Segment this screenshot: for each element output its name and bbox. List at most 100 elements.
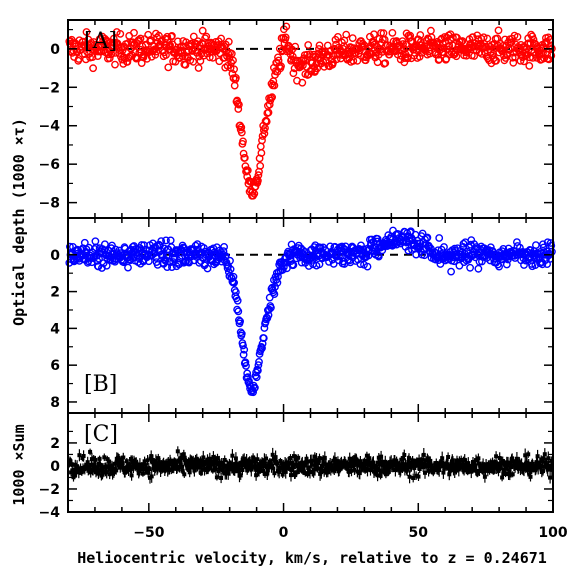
y-tick-label: −8 — [39, 196, 60, 212]
data-point — [210, 468, 215, 473]
y-tick-label: −2 — [39, 482, 60, 498]
data-point — [502, 260, 511, 269]
data-point — [282, 264, 291, 273]
data-point — [270, 463, 275, 468]
data-point — [283, 469, 288, 474]
data-point — [482, 465, 487, 469]
data-point — [258, 136, 266, 145]
data-point — [374, 252, 383, 261]
data-point — [92, 464, 97, 469]
data-point — [314, 457, 319, 462]
data-point — [254, 171, 263, 180]
data-point — [453, 464, 458, 469]
data-point — [116, 30, 125, 38]
data-point — [405, 467, 410, 472]
data-point — [333, 33, 342, 41]
data-point — [253, 176, 262, 185]
data-point — [428, 458, 433, 463]
y-tick-label: −4 — [39, 505, 61, 521]
data-point — [499, 461, 504, 466]
data-point — [256, 142, 265, 151]
data-point — [120, 461, 125, 466]
panel-label-c: [C] — [84, 422, 118, 447]
data-point — [99, 36, 108, 45]
data-point — [186, 460, 191, 465]
data-point — [349, 57, 358, 65]
data-point — [243, 166, 252, 175]
data-point — [230, 65, 239, 74]
data-point — [92, 462, 97, 467]
data-point — [298, 246, 307, 255]
data-point — [461, 465, 465, 470]
data-point — [317, 456, 322, 461]
data-point — [273, 455, 278, 460]
data-point — [519, 462, 524, 467]
data-point — [110, 464, 114, 469]
data-point — [242, 361, 250, 370]
data-point — [281, 464, 286, 469]
data-point — [68, 459, 73, 464]
data-point — [532, 241, 540, 250]
data-point — [136, 34, 145, 43]
data-point — [440, 456, 445, 461]
y-tick-label: 6 — [50, 358, 60, 374]
data-point — [82, 28, 91, 36]
data-point — [279, 461, 284, 466]
data-point — [432, 468, 437, 473]
panel-a: −8 −6 −4 −2 0 [A] — [39, 19, 556, 219]
data-point — [244, 458, 249, 463]
data-point — [142, 459, 147, 464]
data-point — [257, 469, 261, 474]
data-point — [504, 466, 509, 471]
data-point — [89, 64, 98, 73]
data-point — [102, 455, 107, 460]
data-point — [157, 237, 166, 246]
data-point — [268, 93, 276, 102]
data-point — [296, 455, 301, 460]
data-point — [311, 66, 320, 75]
data-point — [238, 463, 243, 468]
data-point — [541, 456, 546, 461]
data-point — [302, 463, 307, 468]
data-point — [240, 153, 249, 162]
data-point — [285, 249, 294, 258]
data-point — [403, 54, 412, 63]
data-point — [169, 460, 174, 465]
data-point — [462, 468, 467, 473]
data-point — [402, 453, 407, 457]
data-point — [241, 358, 250, 367]
data-point — [91, 468, 96, 473]
data-point — [462, 457, 467, 462]
data-point — [105, 54, 114, 63]
data-point — [240, 468, 245, 472]
data-point — [258, 344, 266, 353]
data-point — [410, 458, 415, 463]
data-point — [149, 454, 154, 459]
panel-label-a: [A] — [84, 29, 117, 54]
data-point — [407, 474, 412, 479]
data-point — [250, 383, 259, 392]
data-point — [345, 466, 350, 471]
x-tick-label: 100 — [538, 525, 567, 541]
data-point — [458, 462, 463, 467]
data-point — [252, 459, 257, 464]
data-point — [388, 29, 397, 37]
data-point — [131, 464, 136, 469]
data-point — [540, 459, 545, 464]
data-point — [149, 474, 154, 479]
data-point — [525, 62, 534, 70]
data-point — [371, 460, 376, 465]
data-point — [176, 43, 185, 52]
data-point — [205, 457, 210, 462]
data-point — [277, 62, 285, 71]
data-point — [104, 470, 109, 475]
data-point — [415, 463, 420, 468]
data-point — [237, 128, 246, 137]
data-point — [507, 473, 512, 478]
data-point — [364, 453, 369, 458]
data-point — [105, 457, 110, 462]
data-point — [331, 468, 336, 473]
y-tick-label: 0 — [50, 459, 60, 475]
data-point — [181, 61, 190, 69]
data-point — [423, 470, 427, 475]
